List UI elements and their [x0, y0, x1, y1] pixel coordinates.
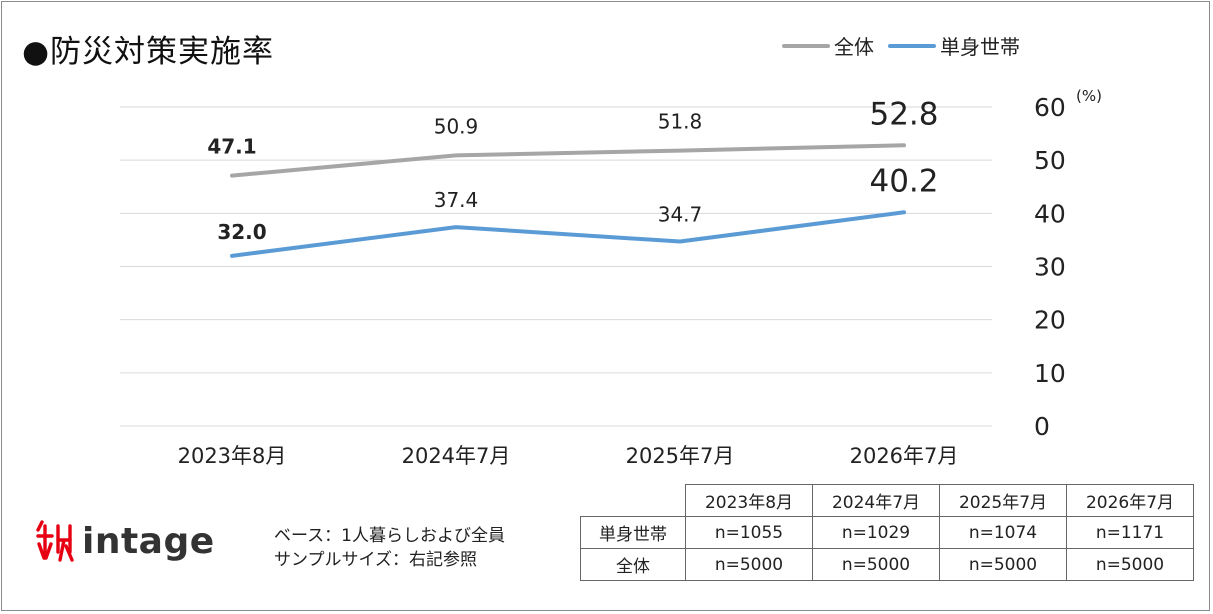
line-chart: 0 10 20 30 40 50 60 (%) 2023年8月 2024年7月 2025年7月 202…	[120, 87, 1102, 468]
legend: 全体 単身世帯	[782, 31, 1034, 60]
data-label-single: 34.7	[658, 203, 703, 227]
legend-swatch-single	[888, 43, 936, 48]
sample-table-cell: n=1055	[685, 516, 813, 549]
sample-table-header: 2024年7月	[812, 484, 940, 517]
y-tick-label: 0	[1034, 412, 1050, 441]
x-tick-label: 2025年7月	[626, 444, 735, 468]
data-label-overall: 47.1	[207, 135, 256, 159]
data-label-overall: 52.8	[869, 96, 938, 132]
sample-table-cell: n=5000	[812, 548, 940, 581]
sample-table-cell: n=5000	[939, 548, 1067, 581]
sample-table-corner	[581, 485, 686, 517]
sample-table-cell: n=1171	[1066, 516, 1194, 549]
sample-table-cell: n=5000	[685, 548, 813, 581]
data-label-overall: 51.8	[658, 110, 703, 134]
sample-table-header-row: 2023年8月 2024年7月 2025年7月 2026年7月	[581, 484, 1194, 517]
data-label-single: 37.4	[434, 188, 479, 212]
legend-item-single: 単身世帯	[888, 31, 1020, 60]
y-tick-label: 10	[1034, 359, 1066, 388]
series-line-overall	[230, 143, 906, 178]
base-note-line-2: サンプルサイズ：右記参照	[274, 550, 477, 570]
x-tick-label: 2024年7月	[402, 444, 511, 468]
sample-table-row-overall: 全体 n=5000 n=5000 n=5000 n=5000	[580, 548, 1194, 581]
x-tick-label: 2026年7月	[850, 444, 959, 468]
sample-table-header: 2025年7月	[939, 484, 1067, 517]
sample-table-header: 2026年7月	[1066, 484, 1194, 517]
y-tick-label: 20	[1034, 306, 1066, 335]
sample-table-cell: n=5000	[1066, 548, 1194, 581]
y-tick-label: 40	[1034, 199, 1066, 228]
legend-label-single: 単身世帯	[940, 35, 1020, 59]
intage-logo: intage	[36, 518, 215, 564]
sample-size-table: 2023年8月 2024年7月 2025年7月 2026年7月 単身世帯 n=1…	[580, 484, 1194, 581]
sample-table-row-label: 単身世帯	[580, 516, 686, 549]
sample-table-cell: n=1074	[939, 516, 1067, 549]
data-label-single: 40.2	[869, 163, 938, 199]
series-line-single	[230, 210, 906, 258]
sample-table-cell: n=1029	[812, 516, 940, 549]
legend-item-overall: 全体	[782, 31, 874, 60]
y-tick-label: 60	[1034, 93, 1066, 122]
data-label-single: 32.0	[217, 220, 266, 244]
chart-title: ●防災対策実施率	[22, 34, 275, 70]
intage-logo-mark-icon	[36, 520, 74, 562]
sample-table-row-single: 単身世帯 n=1055 n=1029 n=1074 n=1171	[580, 516, 1194, 549]
sample-table-row-label: 全体	[580, 548, 686, 581]
data-label-overall: 50.9	[434, 114, 479, 138]
x-tick-label: 2023年8月	[178, 444, 287, 468]
legend-swatch-overall	[782, 43, 830, 48]
base-note-line-1: ベース：1人暮らしおよび全員	[274, 526, 505, 546]
y-unit-label: (%)	[1076, 87, 1102, 105]
base-note: ベース：1人暮らしおよび全員 サンプルサイズ：右記参照	[274, 524, 505, 572]
logo-text: intage	[82, 520, 215, 562]
y-tick-label: 50	[1034, 146, 1066, 175]
y-tick-label: 30	[1034, 253, 1066, 282]
legend-label-overall: 全体	[834, 35, 874, 59]
sample-table-header: 2023年8月	[685, 484, 813, 517]
